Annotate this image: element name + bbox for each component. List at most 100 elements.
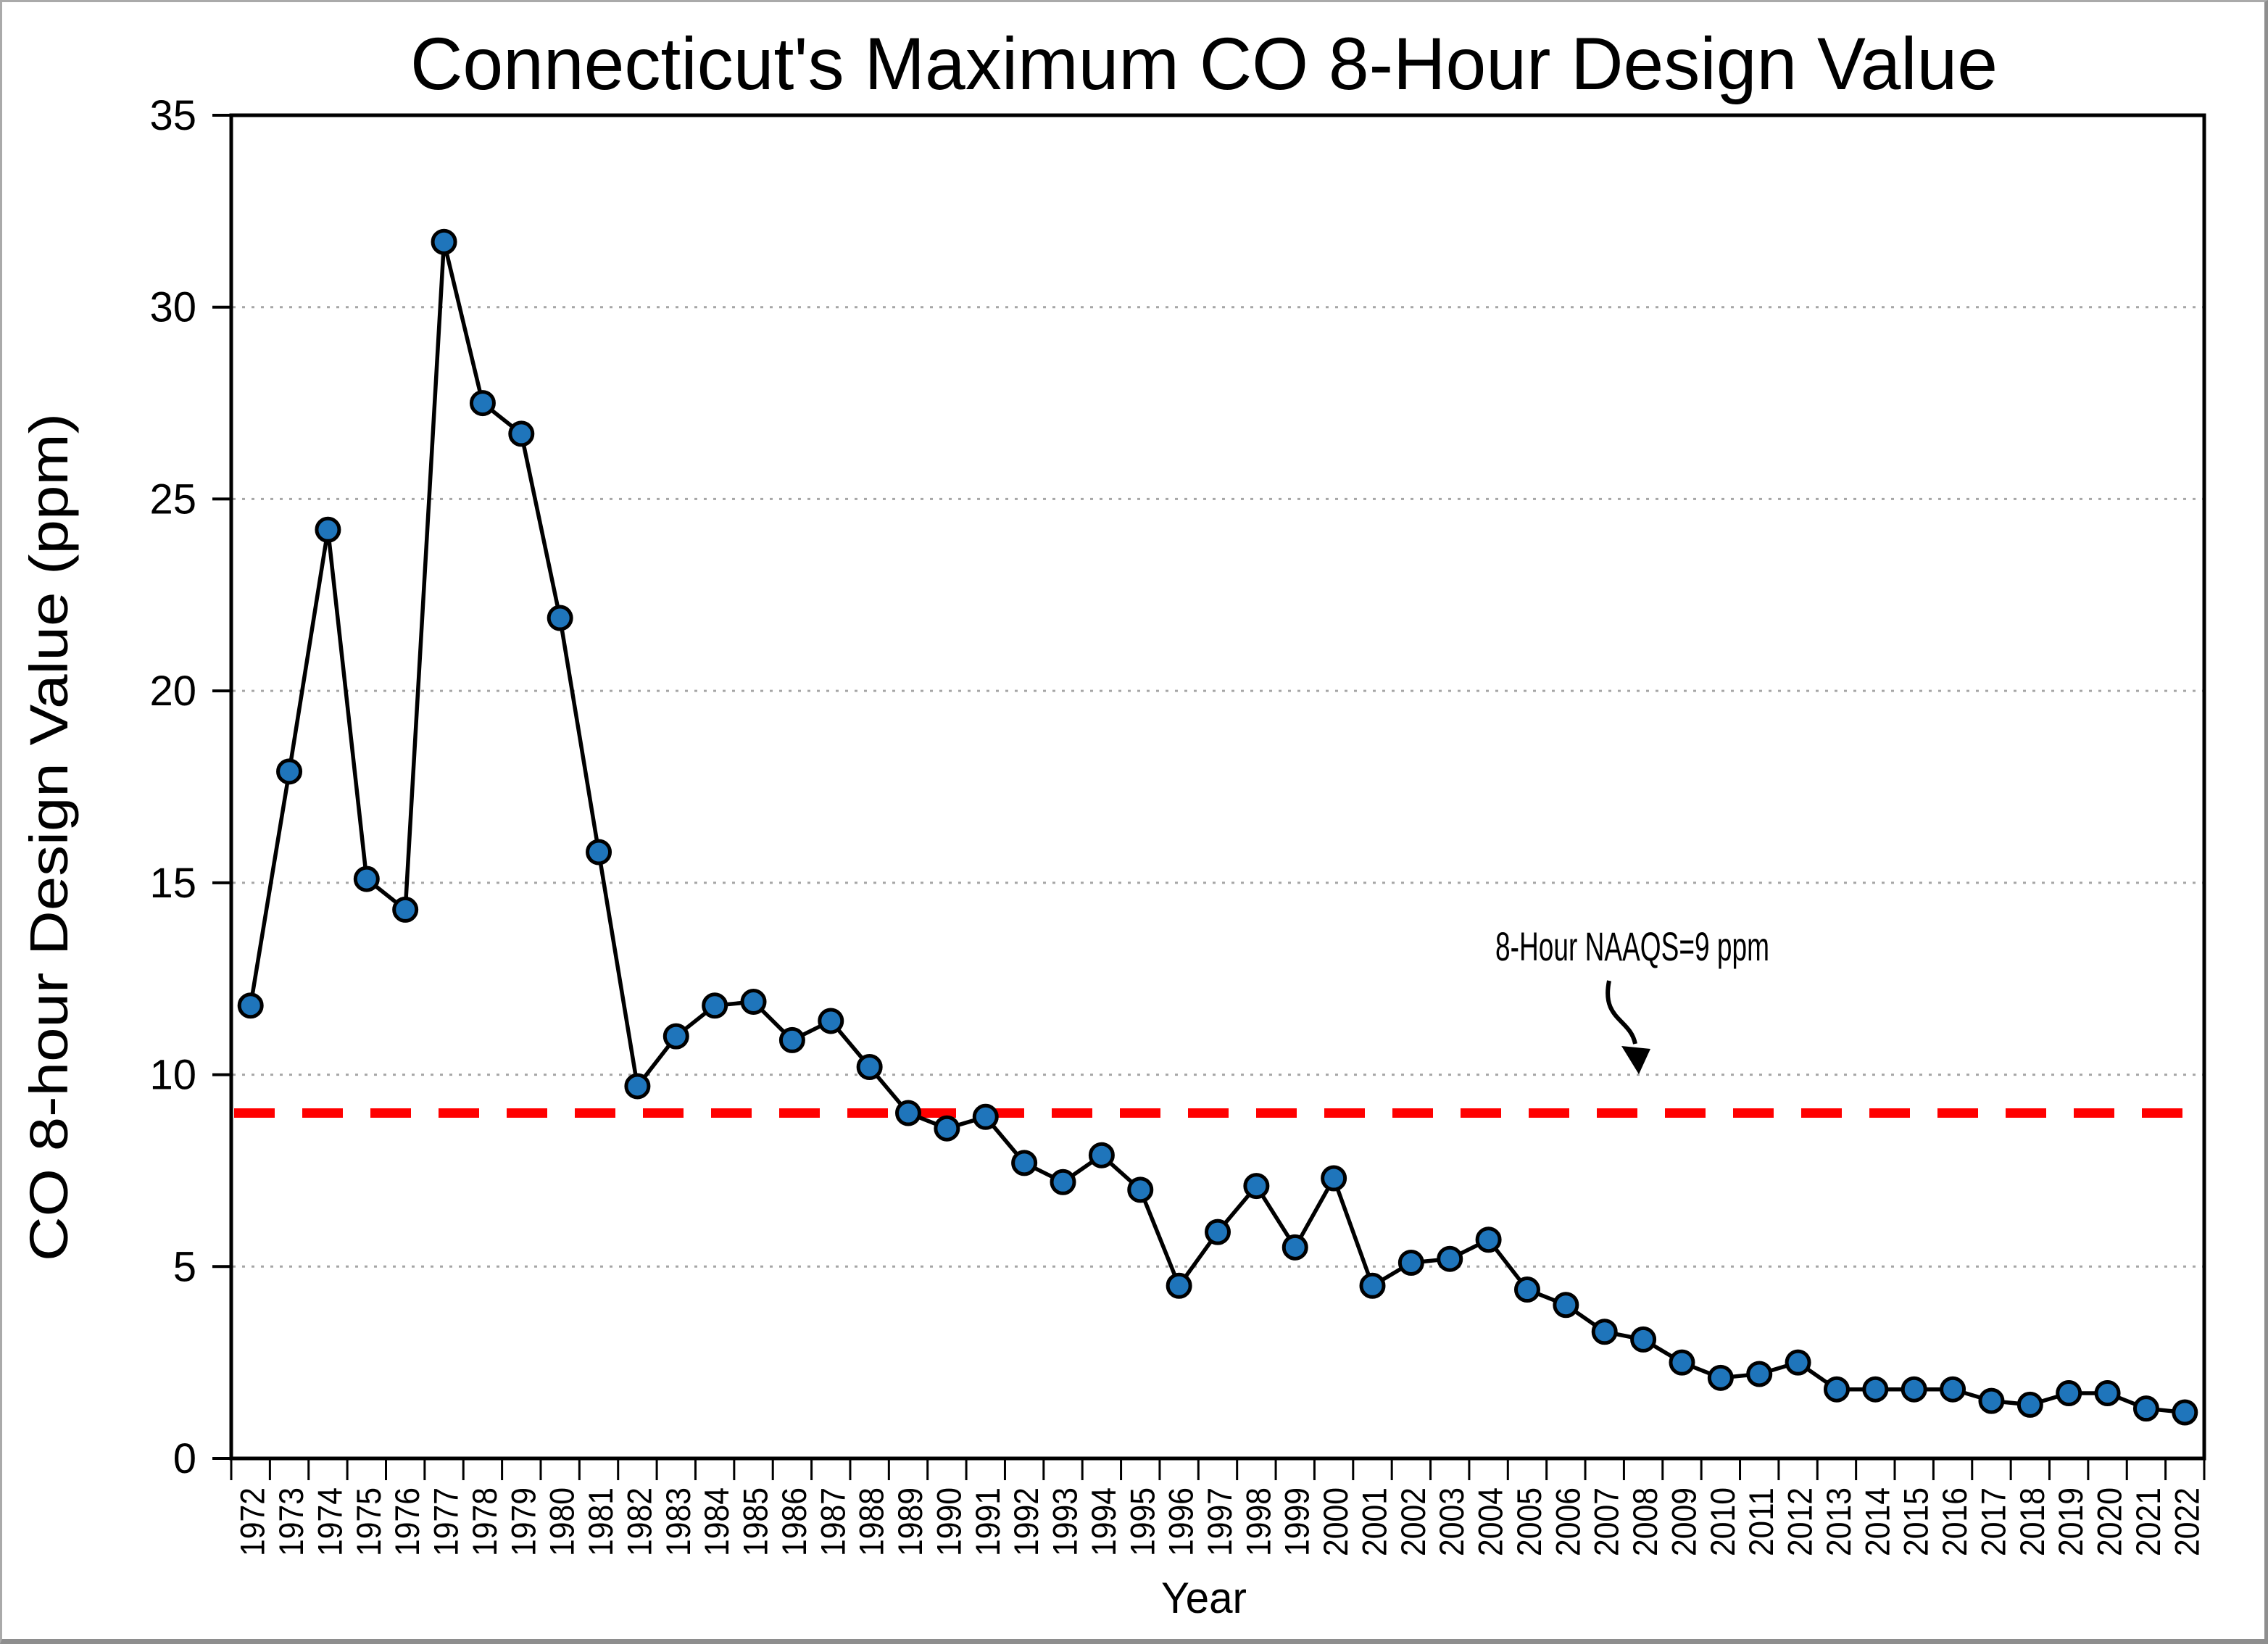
x-tick-label-1974: 1974 (310, 1487, 349, 1556)
data-point-2005 (1513, 1276, 1540, 1303)
y-tick-label-10: 10 (149, 1052, 196, 1099)
x-tick-label-2020: 2020 (2090, 1487, 2129, 1556)
data-point-1998 (1243, 1173, 1270, 1200)
data-point-markers (237, 228, 2198, 1426)
data-point-2018 (2016, 1391, 2043, 1418)
x-axis-title: Year (1161, 1574, 1247, 1622)
data-point-2014 (1862, 1376, 1889, 1403)
x-tick-label-1997: 1997 (1200, 1487, 1239, 1556)
naaqs-annotation-label: 8-Hour NAAQS=9 ppm (1495, 923, 1769, 969)
data-point-1984 (702, 992, 728, 1019)
x-tick-label-2015: 2015 (1897, 1487, 1935, 1556)
data-point-1977 (431, 228, 457, 255)
plot-area-frame (229, 113, 2206, 1461)
x-tick-label-2011: 2011 (1742, 1487, 1780, 1556)
data-point-1976 (392, 896, 419, 923)
data-point-1973 (276, 758, 303, 785)
data-point-2016 (1940, 1376, 1966, 1403)
data-point-1985 (740, 988, 767, 1015)
data-point-1996 (1166, 1272, 1192, 1299)
data-point-2017 (1978, 1387, 2005, 1414)
y-axis-ticks (212, 114, 231, 1460)
x-tick-label-1981: 1981 (581, 1487, 620, 1556)
x-tick-label-2002: 2002 (1394, 1487, 1432, 1556)
x-tick-label-1998: 1998 (1239, 1487, 1277, 1556)
data-point-1975 (353, 865, 380, 892)
x-tick-label-1995: 1995 (1123, 1487, 1161, 1556)
data-point-1994 (1088, 1142, 1115, 1168)
data-point-1982 (624, 1073, 651, 1100)
x-tick-label-2009: 2009 (1664, 1487, 1703, 1556)
x-axis-tick-labels: 1972 1973 1974 1975 1976 1977 1978 1979 1980 1981… (233, 1487, 2206, 1556)
gridlines (233, 306, 2203, 1268)
data-point-2008 (1630, 1326, 1657, 1353)
x-tick-label-1994: 1994 (1084, 1487, 1123, 1556)
data-point-2022 (2172, 1399, 2198, 1426)
data-point-1995 (1127, 1176, 1154, 1203)
y-tick-label-25: 25 (149, 476, 196, 523)
data-point-2009 (1669, 1349, 1695, 1376)
data-point-2004 (1475, 1226, 1502, 1253)
x-axis-ticks (230, 1458, 2206, 1480)
data-point-1974 (315, 516, 341, 543)
x-tick-label-1987: 1987 (813, 1487, 852, 1556)
x-tick-label-1978: 1978 (465, 1487, 504, 1556)
data-point-1978 (469, 390, 496, 417)
data-point-1986 (778, 1026, 805, 1053)
data-point-2000 (1321, 1165, 1347, 1192)
y-tick-label-35: 35 (149, 92, 196, 139)
x-tick-label-2012: 2012 (1781, 1487, 1819, 1556)
x-tick-label-1990: 1990 (929, 1487, 968, 1556)
y-tick-label-0: 0 (173, 1435, 196, 1482)
data-point-2006 (1553, 1292, 1579, 1319)
x-tick-label-2017: 2017 (1974, 1487, 2012, 1556)
data-point-2013 (1823, 1376, 1850, 1403)
data-point-2019 (2056, 1379, 2082, 1406)
data-point-2003 (1437, 1245, 1463, 1272)
x-tick-label-1983: 1983 (659, 1487, 697, 1556)
x-tick-label-1986: 1986 (775, 1487, 813, 1556)
data-point-1997 (1205, 1219, 1231, 1245)
x-tick-label-2018: 2018 (2013, 1487, 2051, 1556)
x-tick-label-2013: 2013 (1819, 1487, 1858, 1556)
y-axis-title: CO 8-hour Design Value (ppm) (19, 413, 79, 1261)
data-point-2010 (1707, 1364, 1734, 1391)
annotation-arrow (1606, 980, 1637, 1045)
x-tick-label-1989: 1989 (891, 1487, 929, 1556)
data-point-1987 (818, 1008, 844, 1034)
y-axis-tick-labels: 0 5 10 15 20 25 30 35 (149, 92, 196, 1482)
x-tick-label-1979: 1979 (504, 1487, 542, 1556)
x-tick-label-1984: 1984 (697, 1487, 736, 1556)
data-point-1981 (586, 839, 612, 865)
data-point-1988 (856, 1053, 883, 1080)
x-tick-label-1996: 1996 (1162, 1487, 1200, 1556)
x-tick-label-1973: 1973 (272, 1487, 310, 1556)
data-point-2012 (1785, 1349, 1811, 1376)
data-point-2002 (1397, 1249, 1424, 1276)
y-tick-label-5: 5 (173, 1243, 196, 1290)
x-tick-label-2001: 2001 (1355, 1487, 1393, 1556)
chart-title: Connecticut's Maximum CO 8-Hour Design V… (410, 22, 1998, 105)
data-point-2020 (2094, 1379, 2121, 1406)
x-tick-label-2006: 2006 (1548, 1487, 1587, 1556)
x-tick-label-2016: 2016 (1935, 1487, 1974, 1556)
x-tick-label-2014: 2014 (1858, 1487, 1896, 1556)
y-tick-label-15: 15 (149, 860, 196, 907)
data-point-1983 (662, 1023, 689, 1050)
data-point-2021 (2132, 1395, 2159, 1422)
y-tick-label-30: 30 (149, 284, 196, 331)
x-tick-label-2022: 2022 (2167, 1487, 2206, 1556)
data-point-1999 (1282, 1234, 1308, 1261)
x-tick-label-2007: 2007 (1587, 1487, 1626, 1556)
x-tick-label-1972: 1972 (233, 1487, 272, 1556)
x-tick-label-2010: 2010 (1703, 1487, 1742, 1556)
x-tick-label-1980: 1980 (543, 1487, 581, 1556)
y-tick-label-20: 20 (149, 668, 196, 715)
x-tick-label-2004: 2004 (1471, 1487, 1510, 1556)
data-point-1991 (972, 1103, 999, 1130)
annotation-arrowhead (1621, 1046, 1650, 1074)
x-tick-label-2019: 2019 (2051, 1487, 2090, 1556)
x-tick-label-1985: 1985 (736, 1487, 775, 1556)
x-tick-label-1975: 1975 (349, 1487, 388, 1556)
